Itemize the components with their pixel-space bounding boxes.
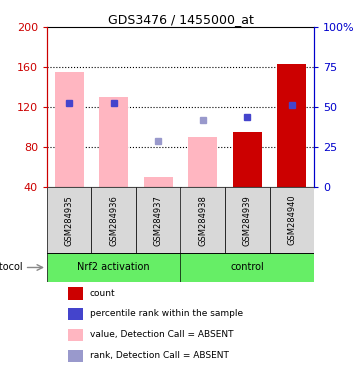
Bar (233, 132, 262, 187)
Bar (144, 177, 173, 187)
Text: Nrf2 activation: Nrf2 activation (77, 263, 150, 273)
Bar (91, 187, 136, 253)
Bar (180, 253, 314, 282)
Bar (47, 187, 91, 253)
Bar (68, 308, 83, 321)
Bar (188, 137, 217, 187)
Text: protocol: protocol (0, 263, 22, 273)
Bar (136, 187, 180, 253)
Bar (68, 287, 83, 300)
Text: GSM284935: GSM284935 (65, 195, 74, 245)
Bar (99, 97, 128, 187)
Bar (277, 64, 306, 187)
Text: value, Detection Call = ABSENT: value, Detection Call = ABSENT (90, 330, 233, 339)
Text: GSM284939: GSM284939 (243, 195, 252, 245)
Text: control: control (230, 263, 264, 273)
Text: percentile rank within the sample: percentile rank within the sample (90, 310, 243, 318)
Text: GSM284936: GSM284936 (109, 195, 118, 246)
Bar (68, 350, 83, 362)
Bar (180, 187, 225, 253)
Text: GSM284940: GSM284940 (287, 195, 296, 245)
Text: GSM284938: GSM284938 (198, 195, 207, 246)
Bar (68, 329, 83, 341)
Text: rank, Detection Call = ABSENT: rank, Detection Call = ABSENT (90, 351, 229, 360)
Bar (270, 187, 314, 253)
Text: GSM284937: GSM284937 (154, 195, 163, 246)
Text: count: count (90, 288, 115, 298)
Bar (225, 187, 270, 253)
Bar (47, 253, 180, 282)
Title: GDS3476 / 1455000_at: GDS3476 / 1455000_at (108, 13, 253, 26)
Bar (55, 72, 84, 187)
